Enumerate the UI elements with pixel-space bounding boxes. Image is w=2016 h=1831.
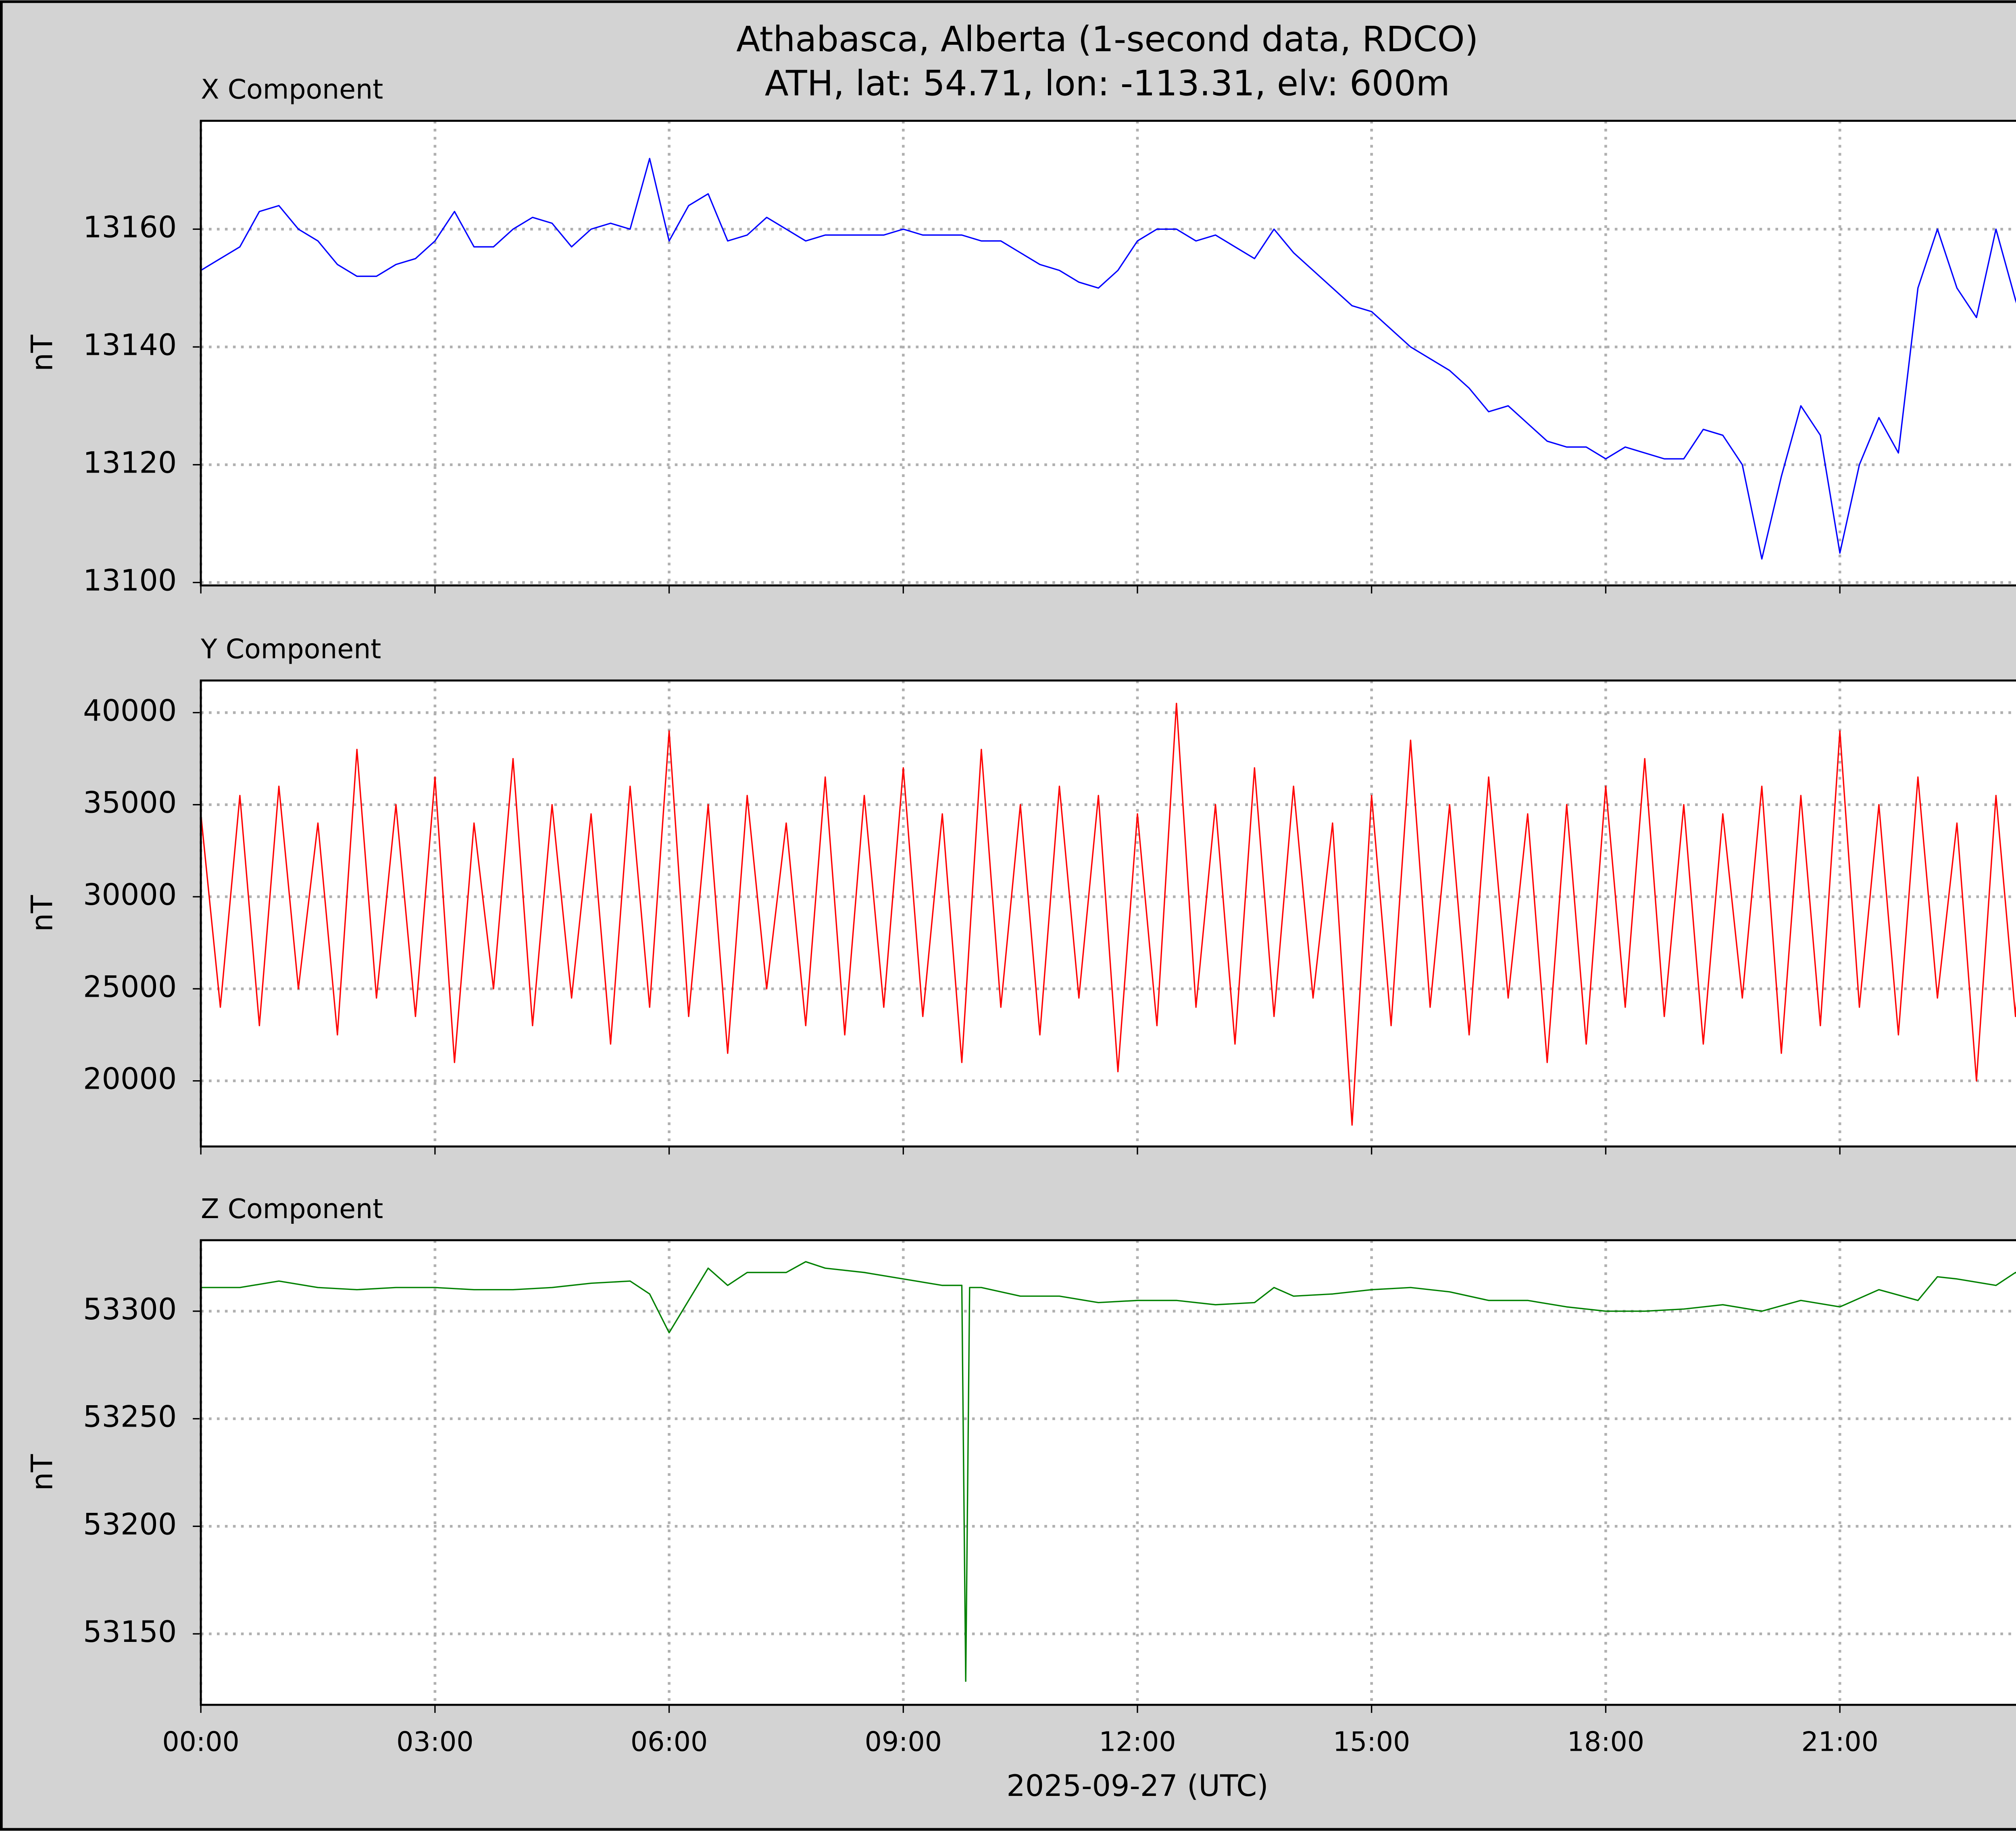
y-tick-label: 53150 <box>83 1615 177 1649</box>
x-axis-label: 2025-09-27 (UTC) <box>1006 1769 1268 1803</box>
y-tick-label: 20000 <box>83 1062 177 1096</box>
plot-frame <box>200 120 2016 587</box>
x-tick-label: 00:00 <box>162 1726 239 1757</box>
x-tick-label: 03:00 <box>396 1726 473 1757</box>
plot-area <box>201 1240 2016 1705</box>
plot-frame <box>200 1239 2016 1706</box>
plot-frame <box>200 679 2016 1148</box>
panel-title: Z Component <box>201 1193 383 1225</box>
y-tick-label: 13160 <box>83 210 177 244</box>
y-tick-label: 53200 <box>83 1507 177 1541</box>
y-tick-label: 53300 <box>83 1292 177 1327</box>
x-tick-label: 06:00 <box>631 1726 708 1757</box>
panel-title: X Component <box>201 74 383 105</box>
x-tick-label: 12:00 <box>1099 1726 1176 1757</box>
y-tick-label: 25000 <box>83 970 177 1004</box>
data-line <box>200 702 2016 1126</box>
figure-subtitle: ATH, lat: 54.71, lon: -113.31, elv: 600m <box>765 64 1450 104</box>
data-line <box>200 158 2016 560</box>
y-axis-label: nT <box>25 895 60 932</box>
y-tick-label: 13140 <box>83 328 177 362</box>
y-axis-label: nT <box>25 1454 60 1491</box>
y-tick-label: 53250 <box>83 1400 177 1434</box>
x-tick-label: 21:00 <box>1801 1726 1878 1757</box>
figure-title: Athabasca, Alberta (1-second data, RDCO) <box>736 19 1478 60</box>
plot-area <box>201 680 2016 1147</box>
x-tick-label: 09:00 <box>865 1726 942 1757</box>
y-tick-label: 35000 <box>83 786 177 820</box>
y-tick-label: 40000 <box>83 694 177 728</box>
y-tick-label: 13120 <box>83 446 177 480</box>
y-axis-label: nT <box>25 335 60 371</box>
x-tick-label: 18:00 <box>1567 1726 1644 1757</box>
data-line <box>201 1261 2016 1682</box>
y-tick-label: 30000 <box>83 878 177 912</box>
y-tick-label: 13100 <box>83 564 177 598</box>
plot-area <box>201 121 2016 585</box>
panel-title: Y Component <box>200 633 381 665</box>
x-tick-label: 15:00 <box>1333 1726 1410 1757</box>
